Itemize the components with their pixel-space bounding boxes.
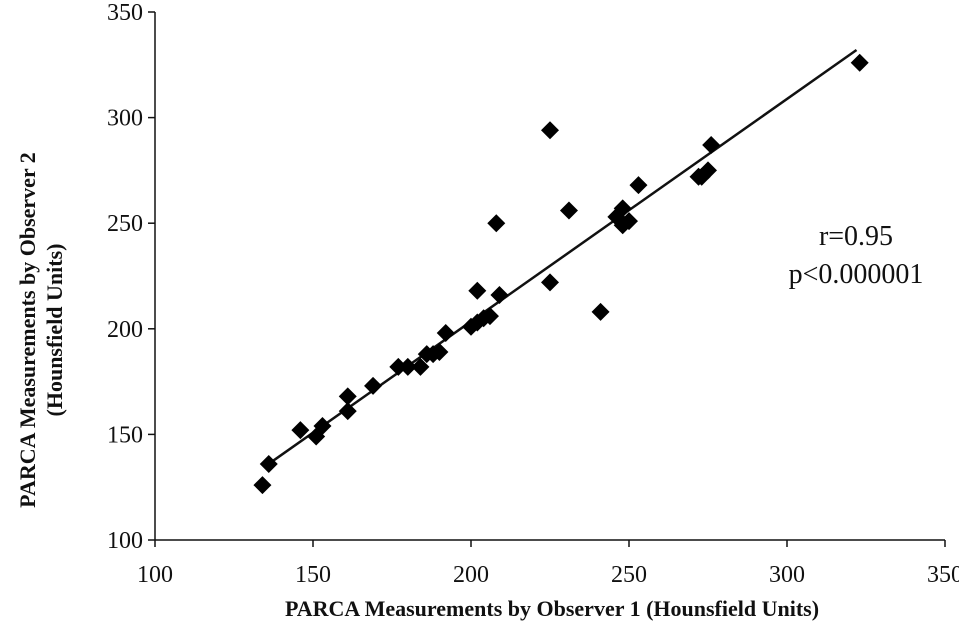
data-point <box>699 161 717 180</box>
y-axis-title-line-1: PARCA Measurements by Observer 2 <box>15 152 40 508</box>
x-tick-label: 350 <box>927 562 959 588</box>
data-point <box>338 402 357 421</box>
data-point <box>259 454 278 473</box>
data-points <box>253 53 869 495</box>
data-point <box>487 214 506 233</box>
data-point <box>468 281 487 300</box>
y-axis-title: PARCA Measurements by Observer 2 (Hounsf… <box>15 152 67 508</box>
y-tick-label: 350 <box>107 0 143 26</box>
p-value-label: p<0.000001 <box>789 259 924 290</box>
y-tick-label: 150 <box>107 422 143 448</box>
data-point <box>430 343 449 362</box>
data-point <box>613 199 632 218</box>
data-point <box>313 416 332 435</box>
data-point <box>541 121 559 140</box>
y-tick-label: 300 <box>107 106 143 132</box>
axes <box>154 12 945 541</box>
y-tick-label: 250 <box>107 211 143 237</box>
y-axis-title-line-2: (Hounsfield Units) <box>42 244 67 417</box>
x-tick-label: 250 <box>611 562 647 588</box>
data-point <box>591 302 610 321</box>
data-point <box>490 286 509 305</box>
data-point <box>850 53 869 72</box>
x-tick-label: 100 <box>137 562 173 588</box>
data-point <box>702 136 721 155</box>
x-tick-label: 300 <box>769 562 805 588</box>
y-axis-ticks: 100 150 200 250 300 350 <box>107 0 155 554</box>
data-point <box>398 357 417 376</box>
data-point <box>389 357 408 376</box>
x-axis-title: PARCA Measurements by Observer 1 (Hounsf… <box>285 596 819 621</box>
data-point <box>253 476 272 495</box>
data-point <box>620 212 638 231</box>
regression-line <box>264 48 858 468</box>
y-tick-label: 100 <box>107 528 143 554</box>
data-point <box>364 376 383 395</box>
data-point <box>338 387 357 406</box>
data-point <box>541 273 559 292</box>
data-point <box>559 201 578 220</box>
data-point <box>436 324 455 343</box>
correlation-label: r=0.95 <box>819 221 893 252</box>
data-point <box>291 421 310 440</box>
data-point <box>480 307 499 326</box>
data-point <box>629 176 648 195</box>
y-tick-label: 200 <box>107 317 143 343</box>
data-point <box>411 357 430 376</box>
stats-annotation: r=0.95 p<0.000001 <box>789 221 924 290</box>
x-axis-ticks: 100 150 200 250 300 350 <box>137 540 959 588</box>
x-tick-label: 150 <box>295 562 331 588</box>
x-tick-label: 200 <box>453 562 489 588</box>
